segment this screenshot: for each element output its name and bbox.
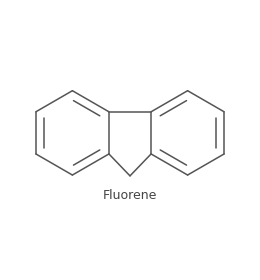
Text: Fluorene: Fluorene <box>103 189 157 202</box>
